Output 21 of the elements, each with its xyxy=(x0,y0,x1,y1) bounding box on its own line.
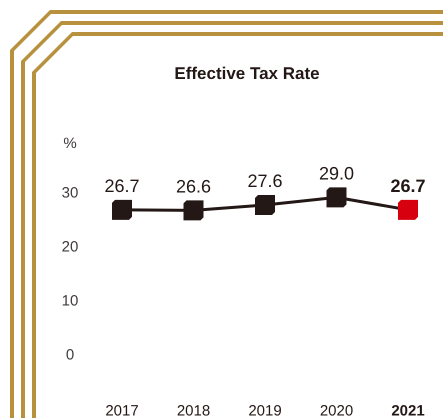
y-axis-title: % xyxy=(63,135,77,152)
x-tick-label: 2017 xyxy=(105,402,139,418)
point xyxy=(326,187,346,208)
x-tick-label: 2018 xyxy=(176,402,210,418)
y-tick-label: 30 xyxy=(62,184,78,202)
y-tick-label: 0 xyxy=(66,346,74,364)
point xyxy=(112,200,132,220)
chart-title: Effective Tax Rate xyxy=(174,64,320,83)
point xyxy=(184,200,204,220)
text: 26.6 xyxy=(176,176,212,196)
text: 27.6 xyxy=(247,170,283,191)
point xyxy=(255,194,275,215)
text: 29.0 xyxy=(318,163,354,184)
x-tick-label: 2021 xyxy=(391,402,425,418)
y-tick-label: 20 xyxy=(62,238,78,256)
point xyxy=(398,200,418,220)
x-tick-label: 2019 xyxy=(248,402,282,418)
x-tick-label: 2020 xyxy=(320,402,354,418)
text: 26.7 xyxy=(104,176,140,196)
y-tick-label: 10 xyxy=(62,292,78,310)
text: 26.7 xyxy=(390,176,426,196)
